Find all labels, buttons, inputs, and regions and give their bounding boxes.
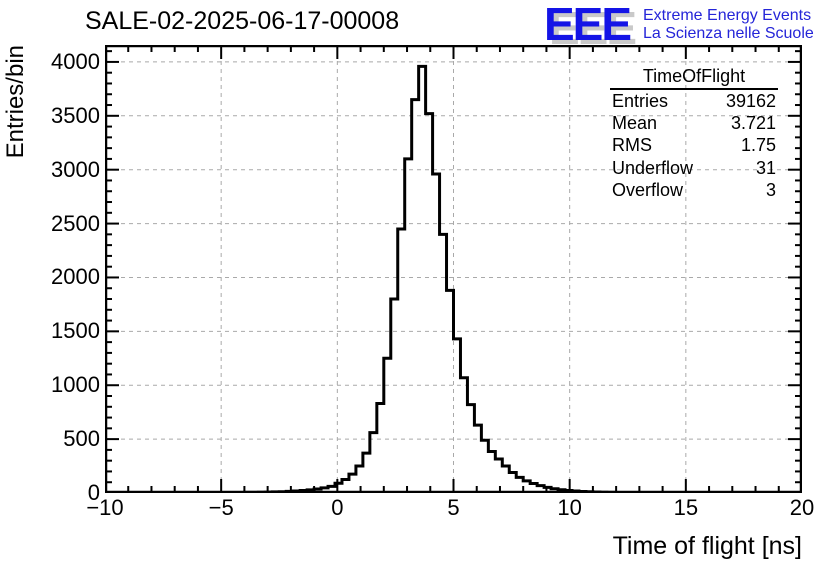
y-tick-label: 1000	[51, 372, 100, 398]
x-tick-label: 0	[331, 495, 344, 520]
y-tick-label: 0	[87, 480, 100, 505]
stats-box: TimeOfFlight Entries 39162 Mean 3.721 RM…	[610, 66, 778, 202]
eee-tagline-line2: La Scienza nelle Scuole	[643, 24, 814, 42]
eee-tagline-line1: Extreme Energy Events	[643, 7, 812, 24]
stats-row-overflow: Overflow 3	[610, 180, 778, 202]
stats-row-underflow: Underflow 31	[610, 157, 778, 179]
y-tick-label: 2500	[51, 210, 100, 236]
stats-box-title: TimeOfFlight	[610, 66, 778, 90]
x-tick-label: 15	[673, 495, 699, 520]
stats-row-mean: Mean 3.721	[610, 112, 778, 134]
y-tick-label: 500	[63, 426, 100, 452]
histogram-plot	[105, 45, 802, 493]
y-tick-label: 2000	[51, 264, 100, 290]
stats-value: 3.721	[730, 113, 776, 134]
x-tick-label: −5	[208, 495, 234, 520]
stats-value: 31	[755, 157, 776, 178]
stats-label: Mean	[612, 113, 658, 134]
x-axis-title: Time of flight [ns]	[612, 532, 802, 560]
stats-value: 3	[765, 180, 776, 201]
stats-label: Underflow	[612, 157, 694, 178]
stats-label: RMS	[612, 135, 652, 156]
stats-label: Entries	[612, 90, 669, 111]
y-tick-label: 3000	[51, 156, 100, 182]
y-tick-label: 1500	[51, 318, 100, 344]
stats-row-rms: RMS 1.75	[610, 135, 778, 157]
eee-logo-tagline: Extreme Energy Events La Scienza nelle S…	[643, 7, 814, 42]
stats-value: 1.75	[740, 135, 776, 156]
x-tick-label: 10	[557, 495, 582, 520]
y-tick-label: 3500	[51, 102, 100, 128]
stats-value: 39162	[725, 90, 776, 111]
y-axis-title: Entries/bin	[2, 45, 29, 159]
y-tick-label: 4000	[51, 48, 100, 74]
stats-row-entries: Entries 39162	[610, 90, 778, 112]
x-tick-label: 20	[789, 495, 815, 520]
stats-label: Overflow	[612, 180, 684, 201]
x-tick-label: −10	[86, 495, 124, 520]
x-tick-label: 5	[447, 495, 460, 520]
page-title: SALE-02-2025-06-17-00008	[85, 7, 400, 35]
eee-logo: EEE	[544, 0, 632, 50]
